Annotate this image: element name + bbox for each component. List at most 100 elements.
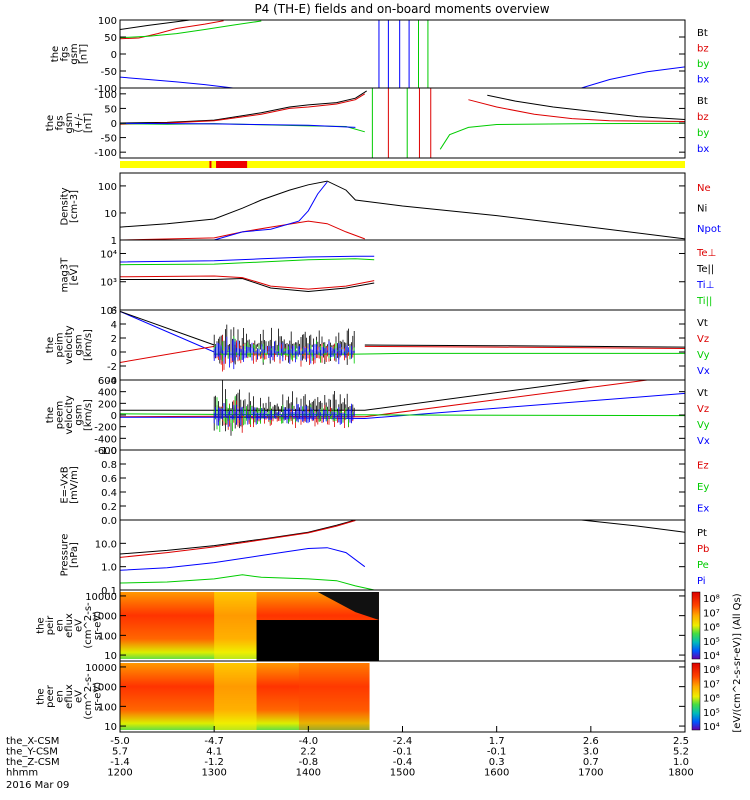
series-Vy-3 [120,413,685,417]
legend-Bt: Bt [697,28,708,39]
y-tick-label: 1000 [92,612,117,623]
y-axis-label: the [45,337,56,353]
colorbar [691,662,701,731]
y-tick-label: 200 [98,399,117,410]
y-tick-label: 50 [104,104,117,115]
y-axis-label: [nT] [83,113,94,133]
series-Bt-0 [120,20,194,30]
y-axis-label: [cm-3] [69,190,80,223]
y-tick-label: 400 [98,388,117,399]
x-tick-value: 1800 [668,768,693,779]
legend-Ne: Ne [697,183,711,194]
plot-area-peir [120,592,379,661]
mode-bar-segment-1 [216,161,248,168]
legend-Ez: Ez [697,461,709,472]
x-tick-value: 0.3 [489,757,505,768]
plot-area-fgs [120,20,685,88]
plot-area-temp [120,255,375,293]
colorbar-tick-label: 10⁵ [703,637,720,648]
y-tick-label: 0.2 [101,502,117,513]
mode-bar-segment-0 [209,161,212,168]
y-tick-label: 10000 [85,592,117,603]
y-tick-label: 0 [111,119,117,130]
y-tick-label: -2 [107,362,117,373]
legend-Vx: Vx [697,366,710,377]
x-tick-value: 1.0 [673,757,689,768]
heatmap-overlay [298,663,370,730]
x-tick-value: 5.2 [673,747,689,758]
legend-by: by [697,59,709,70]
y-axis-label: [eV] [69,265,80,286]
y-axis-label: peim [55,332,66,357]
plot-area-peem [120,380,685,436]
y-tick-label: 2 [111,334,117,345]
series-Vt-0 [120,380,591,411]
y-tick-label: 100 [98,182,117,193]
x-tick-value: -5.0 [110,736,130,747]
colorbar-tick-label: 10⁸ [703,665,720,676]
series-Te||-2 [120,277,375,293]
series-by-2 [120,20,262,39]
y-tick-label: 1000 [92,683,117,694]
series-Npot-2 [214,181,328,240]
panel-density: 100 10 1 Density[cm-3] Ne Ni Npot [59,172,721,247]
legend-Vz: Vz [697,404,709,415]
y-axis-label: the [50,46,61,62]
series-Vz-4 [364,345,685,349]
x-tick-value: 2.5 [673,736,689,747]
y-tick-label: 1.0 [101,563,117,574]
y-axis-label: Density [59,187,70,225]
y-axis-label: fgs [59,46,70,61]
legend-Ti⊥: Ti⊥ [696,280,714,291]
panel-frame [119,19,686,89]
legend-Ex: Ex [697,503,709,514]
series-Pb-2 [120,520,356,558]
heatmap-band [214,663,257,730]
y-axis-label: velocity [64,395,75,434]
y-tick-label: 10² [100,306,117,317]
series-Bt-0 [120,90,367,124]
x-row-label: the_Y-CSM [6,747,58,758]
colorbar [691,591,701,660]
panel-frame [119,239,686,311]
x-tick-value: -0.8 [299,757,319,768]
y-tick-label: 0.6 [101,474,117,485]
y-tick-label: 100 [98,631,117,642]
panel-frame [119,449,686,521]
x-row-label: hhmm [6,768,38,779]
legend-Te⊥: Te⊥ [696,248,716,259]
legend-Npot: Npot [697,224,721,235]
series-Ni-0 [120,180,685,240]
x-tick-value: -4.0 [299,736,319,747]
panel-pressure: 10.0 1.0 0.1 Pressure[nPa] Pt Pb Pe Pi [59,519,709,597]
y-tick-label: 0.1 [101,586,117,597]
series-bz-5 [468,99,685,122]
colorbar-tick-label: 10⁷ [703,679,720,690]
series-Ti||-1 [120,258,375,266]
colorbar-tick-label: 10⁴ [703,651,720,662]
y-tick-label: 600 [98,376,117,387]
y-axis-label: gsm [74,334,85,355]
plot-area-density [120,180,685,240]
heatmap-band [214,592,257,659]
y-axis-label: eV [74,619,85,632]
y-tick-label: 10.0 [95,539,117,550]
x-tick-value: -4.7 [204,736,224,747]
legend-bx: bx [697,74,709,85]
x-tick-value: -1.2 [204,757,224,768]
y-axis-label: fgs [55,115,66,130]
x-tick-value: 0.7 [583,757,599,768]
y-tick-label: -50 [101,134,117,145]
y-axis-label: Pressure [59,534,70,577]
x-tick-value: -0.1 [393,747,413,758]
legend-Te||: Te|| [696,264,714,275]
x-tick-value: 1500 [390,768,415,779]
legend-Vy: Vy [697,350,710,361]
y-tick-label: -100 [94,148,117,159]
series-by-6 [439,122,685,150]
legend-Pi: Pi [697,576,706,587]
y-axis-label: eflux [64,684,75,709]
y-axis-label: (+/- [74,113,85,133]
